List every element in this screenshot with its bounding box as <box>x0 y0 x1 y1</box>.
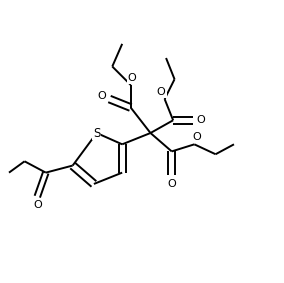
Text: O: O <box>157 87 166 97</box>
Text: O: O <box>193 132 202 142</box>
Text: O: O <box>33 200 42 210</box>
Text: O: O <box>128 73 137 83</box>
Text: O: O <box>97 91 106 101</box>
Text: S: S <box>93 127 101 140</box>
Text: O: O <box>167 179 176 189</box>
Text: O: O <box>197 115 205 125</box>
